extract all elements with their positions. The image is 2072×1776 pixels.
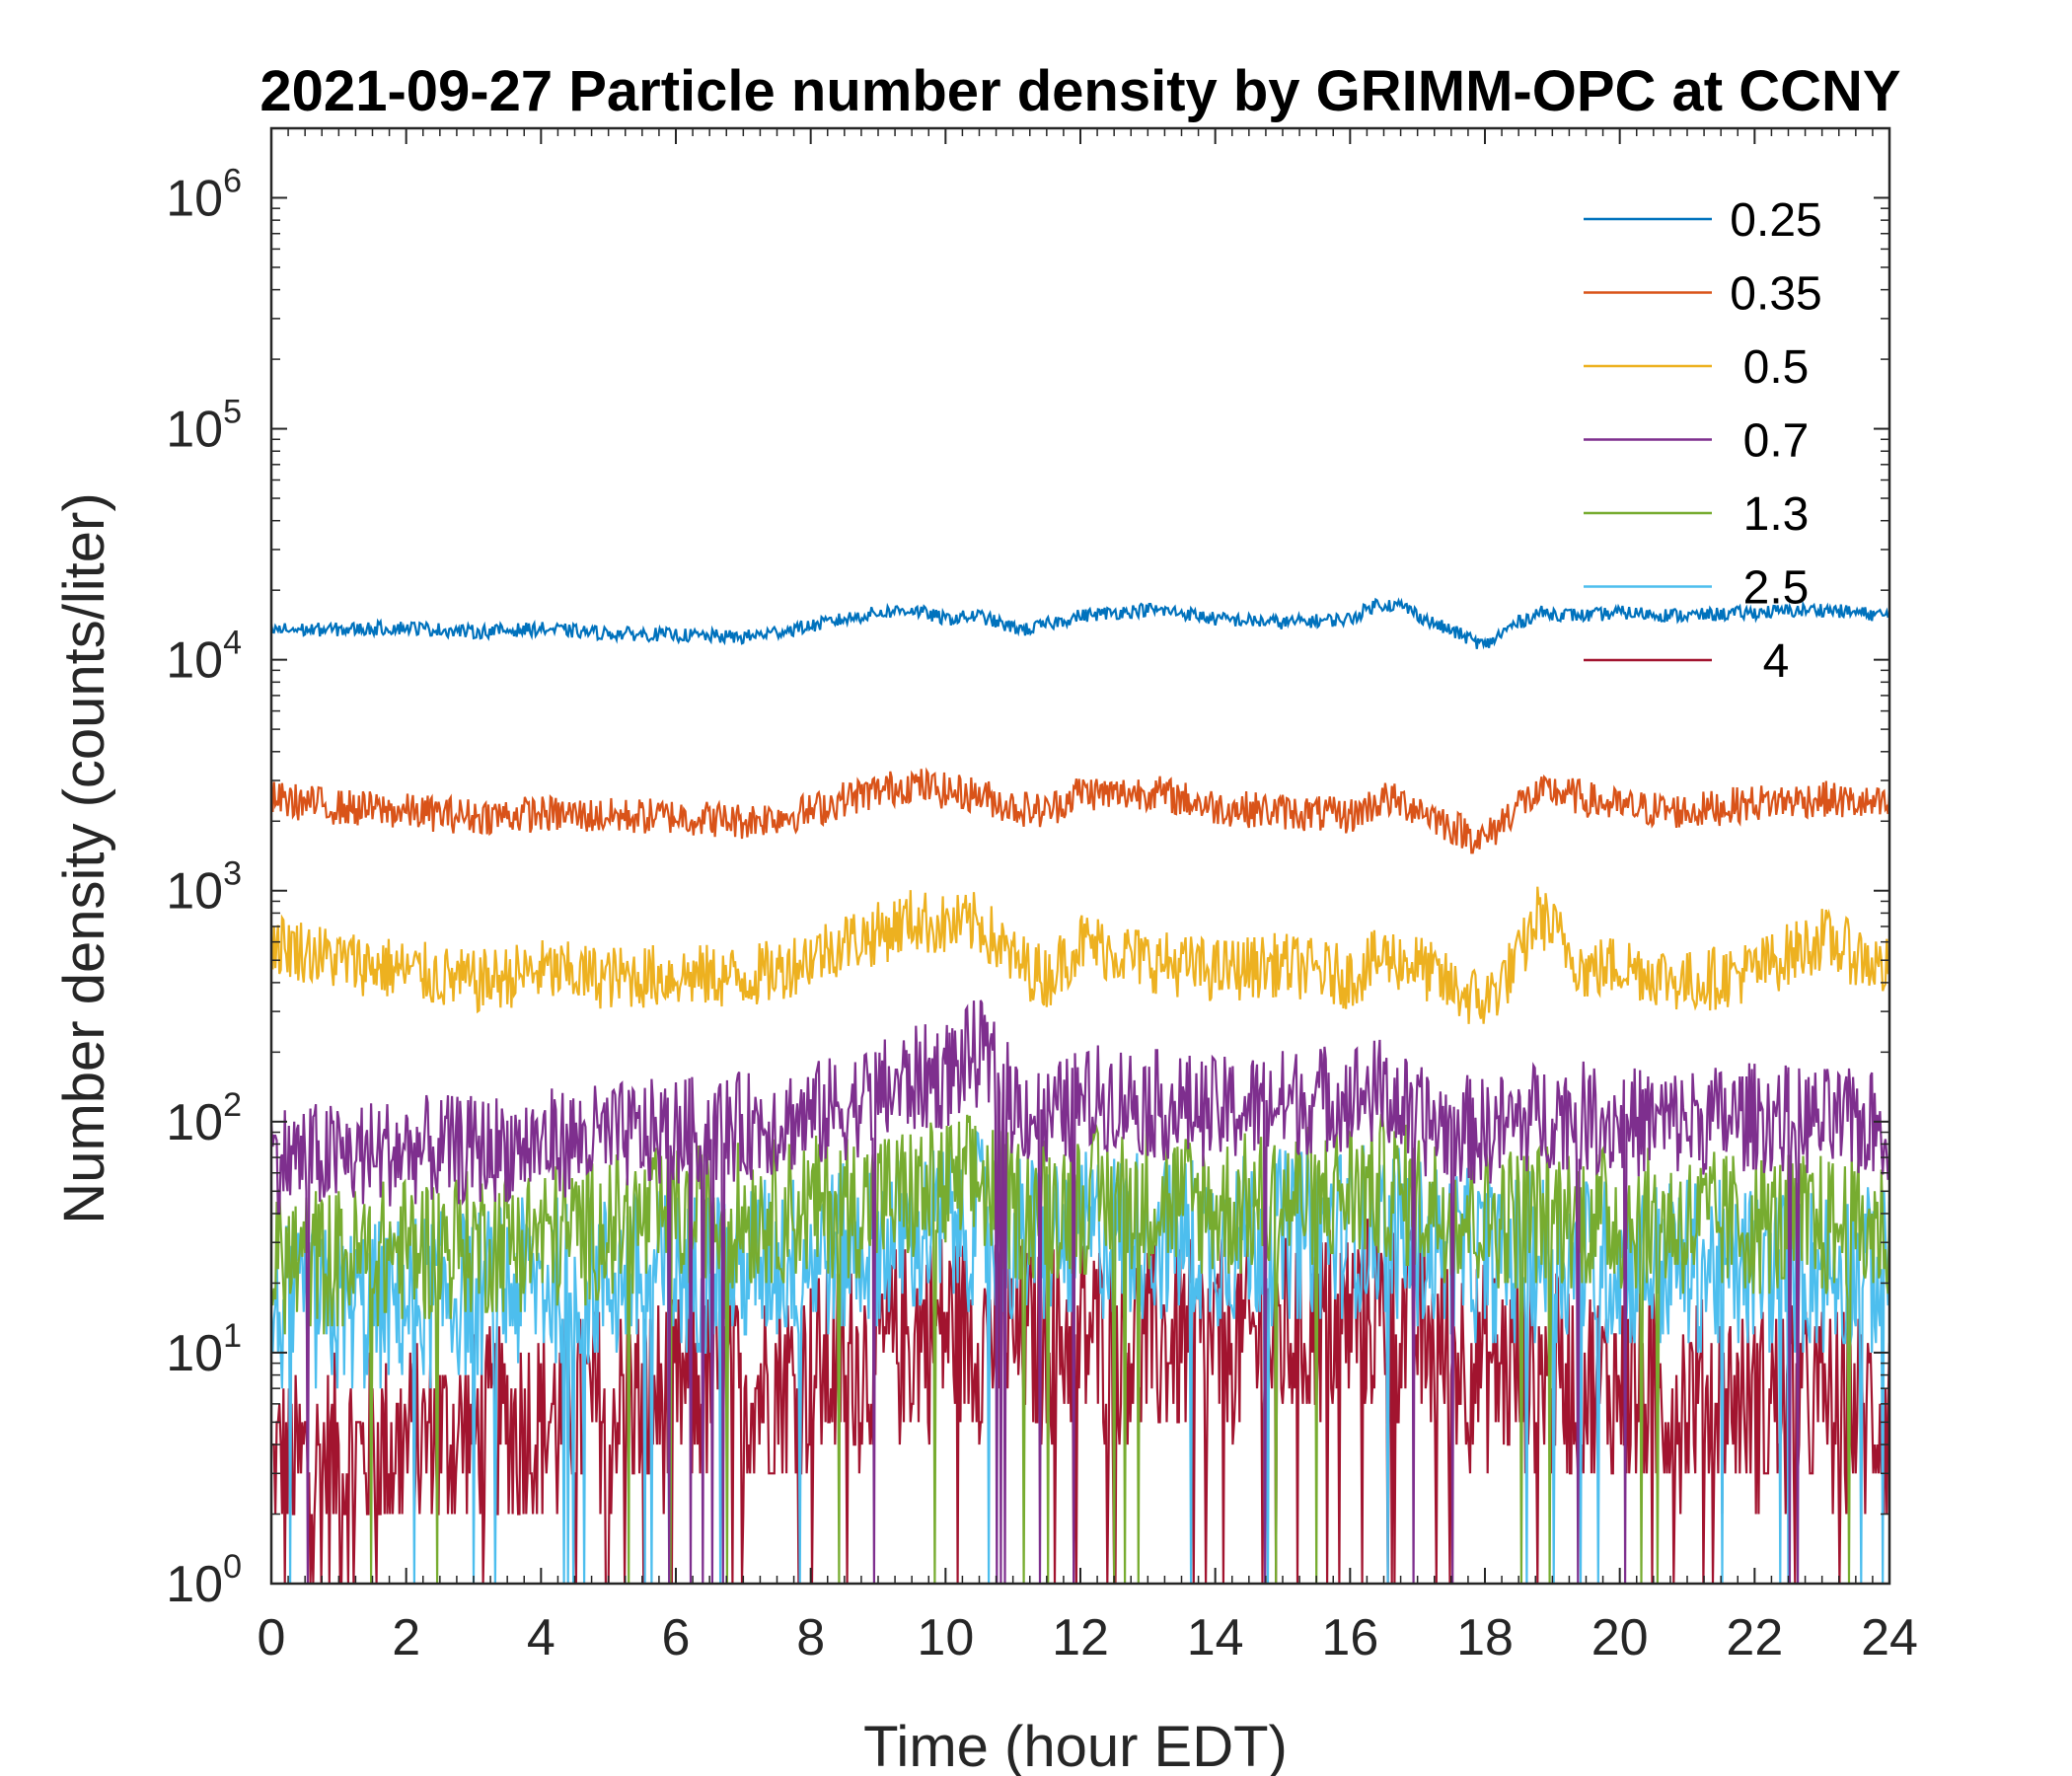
legend-label: 0.25 xyxy=(1730,194,1821,247)
y-tick-label: 100 xyxy=(166,1548,242,1613)
series-line-1.3 xyxy=(271,1113,1889,1584)
legend-label: 4 xyxy=(1763,635,1790,688)
x-tick-label: 16 xyxy=(1321,1609,1378,1666)
legend-label: 0.35 xyxy=(1730,268,1821,321)
x-tick-label: 6 xyxy=(662,1609,691,1666)
legend-label: 2.5 xyxy=(1743,562,1810,615)
series-line-0.7 xyxy=(271,999,1889,1584)
x-tick-label: 18 xyxy=(1456,1609,1514,1666)
series-line-0.5 xyxy=(271,886,1889,1024)
chart-title: 2021-09-27 Particle number density by GR… xyxy=(259,59,1900,123)
x-tick-label: 10 xyxy=(917,1609,974,1666)
y-tick-label: 101 xyxy=(166,1317,242,1382)
y-tick-label: 102 xyxy=(166,1086,242,1151)
x-tick-label: 4 xyxy=(527,1609,555,1666)
x-tick-label: 12 xyxy=(1052,1609,1109,1666)
x-tick-label: 0 xyxy=(258,1609,286,1666)
legend-label: 0.7 xyxy=(1743,415,1810,468)
legend-label: 1.3 xyxy=(1743,488,1810,541)
y-tick-label: 103 xyxy=(166,855,242,921)
x-tick-label: 2 xyxy=(392,1609,420,1666)
x-tick-label: 22 xyxy=(1726,1609,1783,1666)
y-tick-label: 104 xyxy=(166,625,242,690)
x-tick-label: 24 xyxy=(1861,1609,1918,1666)
axes: 0 2 4 6 8 10 12 14 16 18 20 22 241001011021031041051… xyxy=(166,126,1918,1666)
series-line-0.35 xyxy=(271,767,1889,854)
y-tick-label: 105 xyxy=(166,394,242,459)
legend-label: 0.5 xyxy=(1743,341,1810,394)
series-line-4 xyxy=(271,1219,1889,1584)
legend: 0.25 0.35 0.5 0.7 1.3 2.5 4 xyxy=(1584,194,1822,688)
x-tick-label: 20 xyxy=(1591,1609,1649,1666)
y-tick-label: 106 xyxy=(166,162,242,227)
y-axis-label: Number density (counts/liter) xyxy=(52,492,116,1223)
x-axis-label: Time (hour EDT) xyxy=(863,1715,1288,1776)
plot-area xyxy=(271,597,1889,1584)
x-tick-label: 8 xyxy=(796,1609,825,1666)
series-line-0.25 xyxy=(271,597,1889,650)
x-tick-label: 14 xyxy=(1187,1609,1244,1666)
